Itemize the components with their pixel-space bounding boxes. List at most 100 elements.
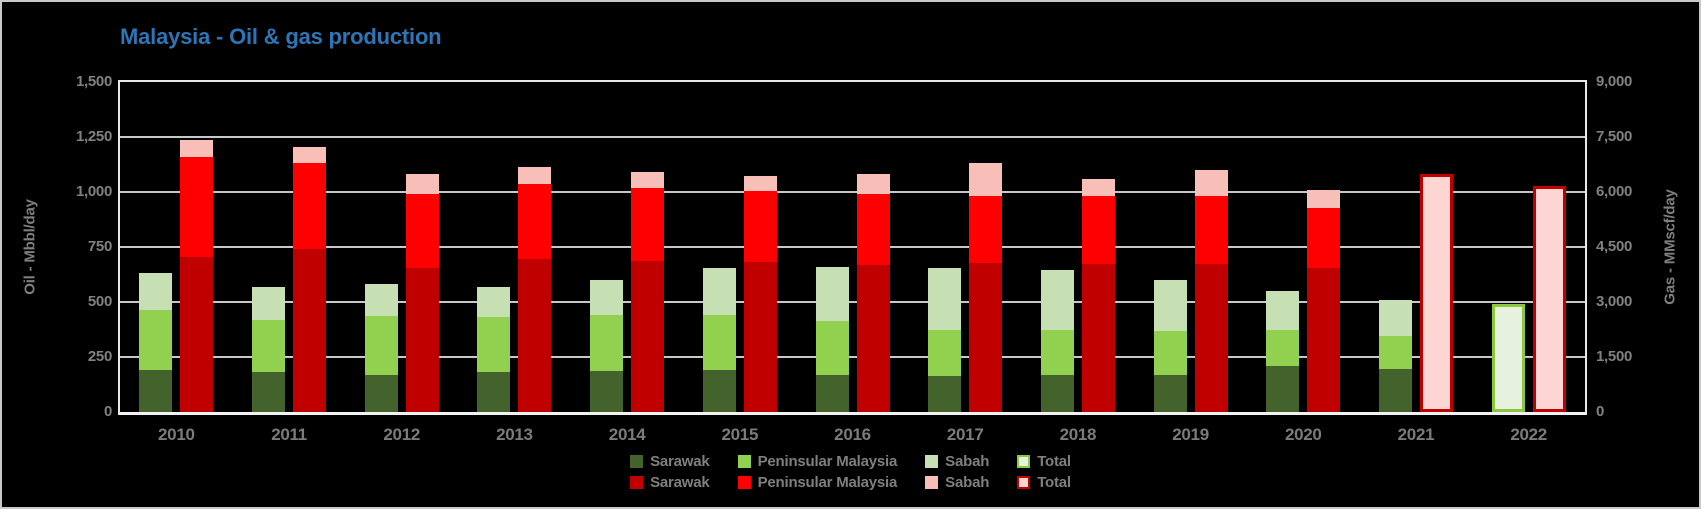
bar-gas-2014-peninsular-malaysia [631, 187, 665, 262]
legend-item-gas-total: Total [1017, 474, 1071, 491]
bar-gas-2016-sabah [856, 174, 890, 195]
bar-oil-2020-peninsular-malaysia [1266, 329, 1300, 366]
x-axis-label-2015: 2015 [721, 425, 759, 444]
legend-label: Sabah [945, 453, 990, 470]
bar-oil-2017-peninsular-malaysia [928, 329, 962, 376]
bar-oil-2013-sarawak [477, 372, 511, 412]
bar-oil-2020-sarawak [1266, 365, 1300, 412]
bar-oil-2022-total [1491, 304, 1525, 412]
legend-label: Sarawak [650, 474, 710, 491]
bar-gas-2015-sarawak [743, 262, 777, 412]
bar-gas-2017-peninsular-malaysia [969, 195, 1003, 263]
legend-row-gas: Sarawak Peninsular Malaysia Sabah Total [630, 474, 1071, 491]
bar-gas-2015-sabah [743, 175, 777, 191]
legend-label: Total [1037, 453, 1071, 470]
bar-oil-2018-sabah [1040, 270, 1074, 330]
gridline-1250 [120, 136, 1585, 138]
bar-gas-2020-sabah [1307, 190, 1341, 209]
bar-oil-2015-sabah [702, 267, 736, 316]
legend-item-oil-sarawak: Sarawak [630, 453, 710, 470]
bar-oil-2021-sarawak [1378, 369, 1412, 412]
right-axis-tick: 1,500 [1596, 348, 1633, 365]
left-axis-tick: 0 [103, 403, 112, 420]
bar-gas-2020-peninsular-malaysia [1307, 208, 1341, 269]
legend-item-gas-sarawak: Sarawak [630, 474, 710, 491]
left-axis-tick: 250 [87, 348, 112, 365]
bar-gas-2010-sabah [180, 139, 214, 158]
bar-oil-2017-sarawak [928, 375, 962, 412]
bar-gas-2017-sarawak [969, 262, 1003, 412]
bar-oil-2019-peninsular-malaysia [1153, 330, 1187, 375]
bar-gas-2012-sarawak [405, 268, 439, 412]
bar-gas-2014-sarawak [631, 261, 665, 412]
legend-label: Total [1037, 474, 1071, 491]
gridline-250 [120, 356, 1585, 358]
bar-oil-2015-sarawak [702, 370, 736, 412]
bar-oil-2020-sabah [1266, 291, 1300, 330]
left-axis-tick: 750 [87, 238, 112, 255]
bar-gas-2017-sabah [969, 163, 1003, 196]
bar-gas-2015-peninsular-malaysia [743, 190, 777, 263]
x-axis-label-2022: 2022 [1510, 425, 1547, 444]
x-axis-label-2013: 2013 [496, 425, 533, 444]
bar-oil-2019-sabah [1153, 280, 1187, 331]
bar-gas-2018-sabah [1081, 179, 1115, 197]
plot-area [118, 80, 1587, 415]
bar-oil-2016-sabah [815, 266, 849, 321]
right-axis-tick: 3,000 [1596, 293, 1633, 310]
right-axis-tick: 9,000 [1596, 73, 1633, 90]
right-axis-tick: 4,500 [1596, 238, 1633, 255]
bar-oil-2012-sarawak [364, 374, 398, 412]
left-axis-tick: 1,500 [75, 73, 112, 90]
bar-oil-2021-peninsular-malaysia [1378, 336, 1412, 370]
x-axis-label-2017: 2017 [946, 425, 984, 444]
bar-gas-2018-peninsular-malaysia [1081, 196, 1115, 264]
bar-gas-2019-sabah [1194, 170, 1228, 196]
left-axis-tick: 1,250 [75, 128, 112, 145]
legend-item-gas-peninsular-malaysia: Peninsular Malaysia [737, 474, 897, 491]
x-axis-label-2020: 2020 [1284, 425, 1322, 444]
bar-gas-2020-sarawak [1307, 268, 1341, 412]
bar-oil-2017-sabah [928, 267, 962, 330]
right-axis-tick: 6,000 [1596, 183, 1633, 200]
gridline-500 [120, 301, 1585, 303]
bar-oil-2011-sarawak [252, 372, 286, 412]
chart-title: Malaysia - Oil & gas production [120, 24, 442, 49]
bar-oil-2014-sabah [590, 280, 624, 316]
x-axis-label-2016: 2016 [834, 425, 871, 444]
bar-oil-2013-sabah [477, 286, 511, 318]
bar-gas-2012-sabah [405, 174, 439, 195]
x-axis-label-2019: 2019 [1172, 425, 1209, 444]
legend-swatch-gas-sabah [925, 476, 939, 489]
gridline-750 [120, 246, 1585, 248]
x-axis-label-2010: 2010 [158, 425, 195, 444]
left-axis-tick: 500 [87, 293, 112, 310]
bar-gas-2021-total [1419, 174, 1453, 412]
bar-gas-2019-peninsular-malaysia [1194, 195, 1228, 265]
left-axis-tick: 1,000 [75, 183, 112, 200]
legend-row-oil: Sarawak Peninsular Malaysia Sabah Total [630, 453, 1071, 470]
right-axis-title: Gas - MMscf/day [1661, 189, 1679, 305]
bar-oil-2012-sabah [364, 284, 398, 317]
bar-oil-2018-sarawak [1040, 374, 1074, 412]
legend: Sarawak Peninsular Malaysia Sabah Total Sara… [2, 453, 1699, 491]
legend-item-oil-peninsular-malaysia: Peninsular Malaysia [737, 453, 898, 470]
bar-oil-2011-peninsular-malaysia [252, 319, 286, 373]
bar-oil-2014-peninsular-malaysia [590, 315, 624, 372]
gridline-1000 [120, 191, 1585, 193]
bar-gas-2011-sarawak [293, 248, 327, 412]
bar-gas-2011-peninsular-malaysia [293, 162, 327, 249]
legend-label: Sabah [945, 474, 990, 491]
left-axis-title: Oil - Mbbl/day [21, 199, 39, 295]
bar-oil-2018-peninsular-malaysia [1040, 329, 1074, 375]
bar-gas-2013-sarawak [518, 258, 552, 412]
bar-gas-2019-sarawak [1194, 264, 1228, 412]
bar-oil-2010-sabah [139, 273, 173, 310]
legend-label: Peninsular Malaysia [757, 453, 898, 470]
bar-oil-2013-peninsular-malaysia [477, 317, 511, 373]
bar-gas-2011-sabah [293, 147, 327, 163]
bar-oil-2015-peninsular-malaysia [702, 315, 736, 371]
bar-gas-2013-peninsular-malaysia [518, 183, 552, 259]
legend-swatch-oil-peninsular-malaysia [737, 455, 751, 468]
bar-oil-2016-sarawak [815, 374, 849, 412]
